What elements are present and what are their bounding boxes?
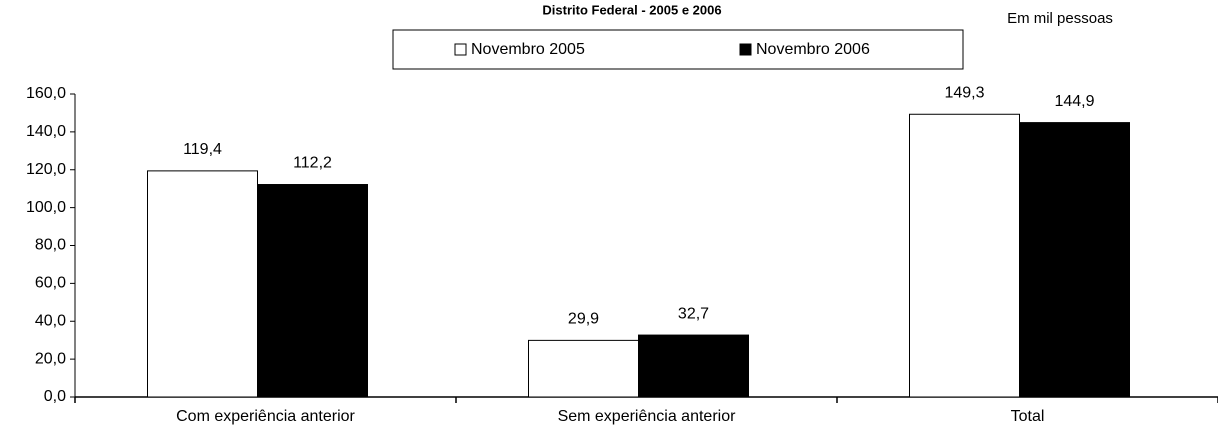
y-tick-label: 20,0 <box>35 350 66 367</box>
legend-swatch <box>739 43 752 56</box>
bar <box>638 334 749 398</box>
y-tick-label: 0,0 <box>44 388 66 405</box>
y-tick-label: 40,0 <box>35 312 66 329</box>
y-tick-label: 80,0 <box>35 237 66 254</box>
value-label: 32,7 <box>678 305 709 322</box>
legend-label: Novembro 2005 <box>471 41 585 58</box>
x-tick-label: Total <box>1011 408 1045 425</box>
bar <box>147 170 258 398</box>
legend-swatch <box>454 43 467 56</box>
bar <box>257 184 368 398</box>
value-label: 112,2 <box>293 155 332 172</box>
unit-note: Em mil pessoas <box>1007 10 1113 27</box>
legend-label: Novembro 2006 <box>756 41 870 58</box>
value-label: 119,4 <box>183 141 222 158</box>
y-tick-label: 100,0 <box>26 199 66 216</box>
value-label: 144,9 <box>1054 93 1094 110</box>
chart-title: Distrito Federal - 2005 e 2006 <box>542 2 721 17</box>
x-tick-label: Com experiência anterior <box>176 408 355 425</box>
value-label: 29,9 <box>568 311 599 328</box>
bar <box>909 113 1020 398</box>
bar <box>1019 122 1130 398</box>
y-tick-label: 140,0 <box>26 123 66 140</box>
y-tick-label: 60,0 <box>35 275 66 292</box>
value-label: 149,3 <box>944 84 984 101</box>
y-tick-label: 160,0 <box>26 85 66 102</box>
bar <box>528 339 639 398</box>
y-tick-label: 120,0 <box>26 161 66 178</box>
legend-box <box>392 29 964 70</box>
x-tick-label: Sem experiência anterior <box>558 408 737 425</box>
